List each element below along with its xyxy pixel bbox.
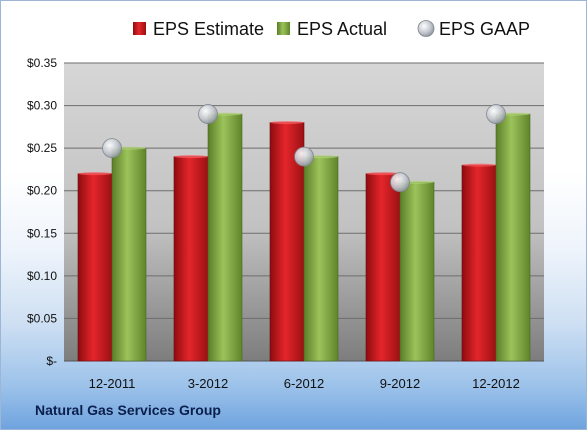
y-tick-label: $0.25 [27,141,57,155]
eps-estimate-bar-cap [462,163,496,167]
y-tick-label: $0.35 [27,56,57,70]
y-tick-label: $0.05 [27,311,57,325]
eps-estimate-bar [461,164,497,362]
eps-estimate-bar-cap [78,172,112,176]
y-tick-label: $0.30 [27,99,57,113]
x-category-label: 3-2012 [188,376,228,391]
eps-estimate-bar-cap [174,155,208,159]
legend-swatch [133,22,146,35]
eps-actual-bar [495,113,531,362]
y-tick-label: $- [46,354,57,368]
legend-swatch [277,22,290,35]
x-category-label: 12-2011 [89,376,136,391]
eps-estimate-bar-cap [270,121,304,125]
legend-label: EPS GAAP [439,19,530,39]
legend-label: EPS Actual [297,19,387,39]
legend: EPS Estimate EPS Actual EPS GAAP [133,19,530,39]
eps-actual-bar [207,113,243,362]
eps-gaap-marker [294,146,314,167]
x-category-label: 12-2012 [472,376,520,391]
legend-label: EPS Estimate [153,19,264,39]
eps-estimate-bar-cap [366,172,400,176]
eps-gaap-marker [198,104,218,124]
y-tick-label: $0.15 [27,226,57,240]
x-category-label: 6-2012 [284,376,324,391]
x-category-label: 9-2012 [380,376,420,391]
y-tick-label: $0.20 [27,184,57,198]
eps-estimate-bar [173,156,209,362]
eps-actual-bar [399,181,435,362]
company-name: Natural Gas Services Group [35,402,221,418]
eps-actual-bar [303,156,339,362]
eps-gaap-marker [390,172,410,193]
legend-swatch [417,20,435,37]
eps-gaap-marker [486,104,506,124]
eps-gaap-marker [102,138,122,159]
eps-estimate-bar [365,173,401,362]
eps-actual-bar [111,147,147,362]
eps-estimate-bar [77,173,113,362]
y-tick-label: $0.10 [27,269,57,283]
